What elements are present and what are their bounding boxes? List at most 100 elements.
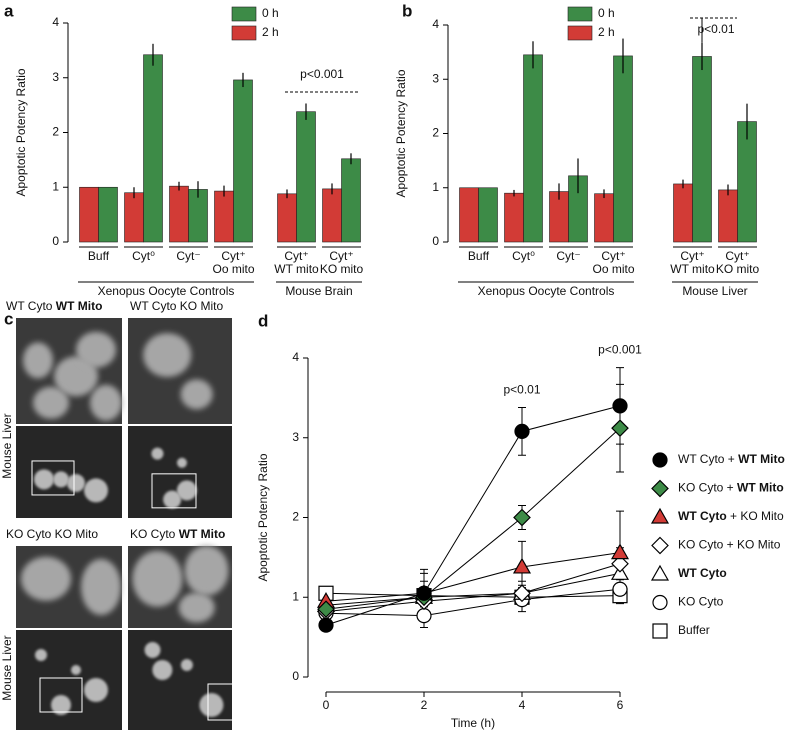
panel-letter: a — [4, 1, 14, 20]
marker — [318, 617, 334, 633]
y-tick-label: 0 — [432, 234, 439, 248]
side-label: Mouse Liver — [0, 413, 14, 478]
line — [325, 552, 621, 602]
group-label: Mouse Brain — [285, 284, 352, 298]
nucleus — [151, 447, 164, 460]
y-tick-label: 1 — [52, 179, 59, 193]
micrograph — [16, 630, 122, 730]
nucleus — [184, 545, 229, 596]
y-tick-label: 2 — [292, 510, 299, 524]
marker — [610, 543, 630, 560]
y-tick-label: 2 — [52, 125, 59, 139]
panel-letter: c — [4, 309, 13, 328]
x-tick-label: 4 — [519, 698, 526, 712]
nucleus — [33, 386, 69, 419]
nucleus — [176, 480, 197, 501]
nucleus — [51, 695, 71, 715]
image-label: WT Cyto WT Mito — [6, 299, 102, 313]
y-axis-label: Apoptotic Potency Ratio — [256, 453, 270, 581]
marker — [611, 554, 629, 573]
nucleus — [143, 333, 192, 378]
line — [325, 405, 621, 626]
inset-box — [31, 460, 75, 496]
y-tick-label: 4 — [52, 15, 59, 29]
bar — [124, 192, 144, 243]
legend-marker — [652, 623, 668, 639]
nucleus — [21, 556, 71, 601]
x-tick-label: Buff — [88, 249, 110, 263]
legend-marker — [652, 594, 668, 611]
y-axis-label: Apoptotic Potency Ratio — [14, 68, 28, 196]
legend-marker — [651, 536, 669, 555]
x-tick-label: WT mito — [670, 262, 715, 276]
legend-swatch — [567, 6, 593, 22]
legend-marker — [650, 564, 670, 581]
legend-label: 2 h — [262, 25, 279, 39]
image-label: KO Cyto WT Mito — [130, 527, 225, 541]
nucleus — [53, 471, 69, 488]
marker — [514, 423, 530, 439]
panel-letter: b — [402, 1, 412, 20]
legend-label: KO Cyto — [678, 595, 724, 609]
marker — [513, 508, 531, 527]
bar — [169, 185, 189, 243]
nucleus — [144, 642, 161, 658]
legend-marker — [650, 507, 670, 524]
legend-label: KO Cyto + KO Mito — [678, 538, 781, 552]
legend-label: Buffer — [678, 623, 710, 637]
panel-letter: d — [258, 311, 268, 330]
x-tick-label: KO mito — [320, 262, 364, 276]
legend-label: WT Cyto + KO Mito — [678, 509, 784, 523]
marker — [612, 581, 628, 597]
y-tick-label: 0 — [52, 234, 59, 248]
x-axis-label: Time (h) — [451, 716, 495, 730]
x-tick-label: Cyt⁻ — [556, 249, 580, 263]
marker — [612, 398, 628, 414]
nucleus — [152, 660, 173, 680]
bar — [692, 56, 712, 243]
side-label: Mouse Liver — [0, 635, 14, 700]
legend-label: KO Cyto + WT Mito — [678, 481, 784, 495]
y-tick-label: 1 — [292, 589, 299, 603]
nucleus — [76, 331, 116, 368]
inset-box — [39, 677, 83, 713]
line — [325, 592, 621, 598]
marker — [611, 419, 629, 438]
nucleus — [199, 693, 224, 717]
x-tick-label: Cyt⁺ — [601, 249, 625, 263]
bar — [594, 193, 614, 243]
nucleus — [81, 559, 121, 615]
annotation: p<0.01 — [503, 383, 540, 397]
x-tick-label: 2 — [421, 698, 428, 712]
bar — [277, 193, 297, 243]
bar — [214, 190, 234, 243]
bar — [478, 187, 498, 243]
x-tick-label: Cyt⁺ — [284, 249, 308, 263]
y-tick-label: 3 — [432, 71, 439, 85]
inset-box — [207, 683, 245, 721]
x-tick-label: Cyt⁺ — [725, 249, 749, 263]
nucleus — [23, 342, 53, 379]
group-label: Xenopus Oocyte Controls — [478, 284, 615, 298]
x-tick-label: Oo mito — [592, 262, 634, 276]
x-tick-label: Cyt⁺ — [329, 249, 353, 263]
x-tick-label: Cyt⁰ — [132, 249, 155, 263]
legend-marker — [652, 452, 668, 468]
annotation: p<0.01 — [697, 22, 734, 36]
nucleus — [163, 490, 182, 509]
bar — [233, 79, 253, 243]
line — [325, 588, 621, 617]
bar — [613, 55, 633, 243]
x-tick-label: Cyt⁻ — [176, 249, 200, 263]
annotation: p<0.001 — [598, 343, 642, 357]
bar — [673, 183, 693, 243]
marker — [512, 557, 532, 574]
nucleus — [176, 457, 187, 468]
nucleus — [180, 659, 193, 671]
y-tick-label: 2 — [432, 126, 439, 140]
line — [325, 572, 621, 606]
line — [325, 427, 621, 610]
legend-marker — [651, 479, 669, 498]
y-tick-label: 3 — [292, 430, 299, 444]
